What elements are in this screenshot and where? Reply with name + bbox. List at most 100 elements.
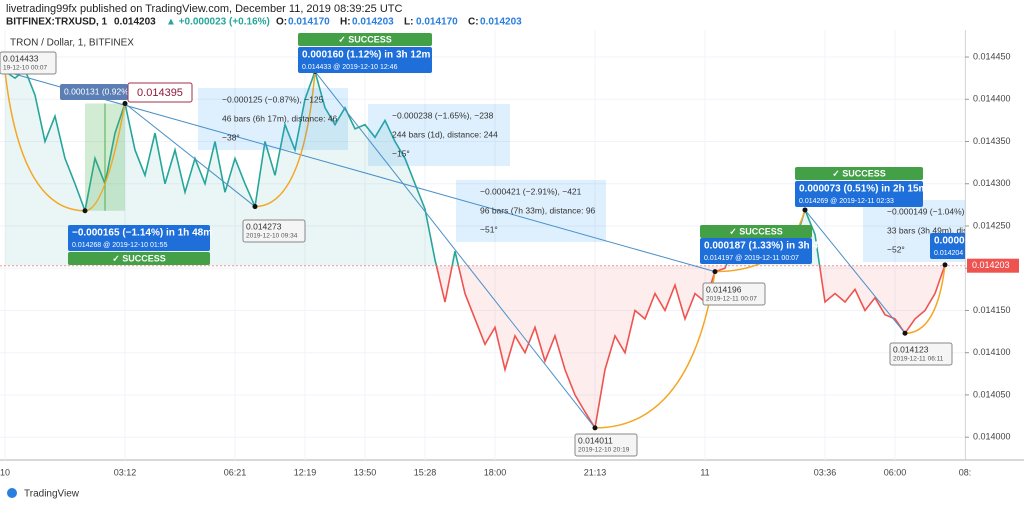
x-tick-label: 12:19 — [294, 467, 317, 477]
success-change: −0.000165 (−1.14%) in 1h 48m — [72, 228, 212, 239]
measure-text: −0.000238 (−1.65%), −238 — [392, 110, 494, 120]
success-box — [298, 47, 432, 73]
point — [902, 330, 908, 336]
point — [712, 269, 718, 275]
measure-text: −38° — [222, 132, 240, 142]
measure-box — [198, 88, 348, 150]
success-at: 0.014433 @ 2019-12-10 12:46 — [302, 64, 398, 71]
y-tick-label: 0.014450 — [973, 51, 1011, 61]
success-badge-text: ✓ SUCCESS — [112, 253, 166, 263]
point-label-time: 19-12-10 00:07 — [3, 65, 47, 72]
trend-line — [314, 71, 596, 429]
point-label-box — [0, 51, 57, 75]
measure-text: −0.000421 (−2.91%), −421 — [480, 186, 582, 196]
y-tick-label: 0.014050 — [973, 389, 1011, 399]
measure-text: −15° — [392, 148, 410, 158]
x-tick-label: 18:00 — [484, 467, 507, 477]
point-label-box — [242, 219, 306, 243]
curve — [4, 71, 86, 212]
success-badge — [795, 167, 923, 180]
x-tick-label: 06:21 — [224, 467, 247, 477]
point-label-price: 0.014011 — [578, 435, 613, 445]
success-box — [68, 225, 210, 251]
x-tick-label: 03:36 — [814, 467, 837, 477]
header-item: 0.014203 — [352, 17, 394, 28]
success-box — [700, 238, 812, 264]
measure-text: −51° — [480, 224, 498, 234]
point — [802, 207, 808, 213]
curve — [594, 271, 716, 429]
measure-text: 244 bars (1d), distance: 244 — [392, 129, 498, 139]
x-tick-label: 15:28 — [414, 467, 437, 477]
y-tick-label: 0.014300 — [973, 178, 1011, 188]
point-label-price: 0.014196 — [706, 284, 742, 294]
header-item: O: — [276, 17, 287, 28]
header-item: 0.014203 — [114, 17, 156, 28]
curve — [84, 103, 126, 212]
success-badge — [298, 33, 432, 46]
point-label-box — [889, 342, 953, 366]
chart-title: TRON / Dollar, 1, BITFINEX — [10, 38, 134, 49]
header-item: 0.014170 — [288, 17, 330, 28]
success-change: 0.000187 (1.33%) in 3h 48m — [704, 241, 833, 252]
point-label-time: 2019-12-10 20:19 — [578, 447, 630, 454]
measure-text: 96 bars (7h 33m), distance: 96 — [480, 205, 596, 215]
point-label-box — [702, 282, 766, 306]
success-change: 0.000082 — [934, 236, 976, 247]
success-box — [930, 233, 965, 259]
point — [942, 262, 948, 268]
trend-line — [804, 209, 906, 334]
success-box — [795, 181, 923, 207]
success-badge — [68, 252, 210, 265]
price-tag-box — [127, 82, 193, 103]
success-at: 0.014269 @ 2019-12-11 02:33 — [799, 198, 894, 205]
y-tick-label: 0.014000 — [973, 432, 1011, 442]
measure-text: −52° — [887, 244, 905, 254]
footer: TradingView — [24, 489, 80, 500]
y-tick-label: 0.014350 — [973, 136, 1011, 146]
y-tick-label: 0.014400 — [973, 94, 1011, 104]
x-tick-label: 03:12 — [114, 467, 137, 477]
header-item: ▲ +0.000023 (+0.16%) — [166, 17, 270, 28]
measure-text: 46 bars (6h 17m), distance: 46 — [222, 113, 338, 123]
success-change: 0.000160 (1.12%) in 3h 12m — [302, 50, 431, 61]
y-tick-label: 0.014250 — [973, 220, 1011, 230]
area-above — [5, 69, 945, 266]
success-at: 0.014204 @ — [934, 250, 972, 257]
y-tick-label: 0.014100 — [973, 347, 1011, 357]
x-tick-label: 21:13 — [584, 467, 607, 477]
header-item: BITFINEX:TRXUSD, 1 — [6, 17, 108, 28]
x-tick-label: 11 — [700, 467, 709, 477]
success-at: 0.014268 @ 2019-12-10 01:55 — [72, 242, 168, 249]
measure-box — [368, 104, 510, 166]
header-item: 0.014203 — [480, 17, 522, 28]
header-item: H: — [340, 17, 351, 28]
point — [82, 208, 88, 214]
publisher: livetrading99fx published on TradingView… — [6, 3, 402, 15]
point — [252, 204, 258, 210]
last-price: 0.014203 — [972, 260, 1010, 270]
y-tick-label: 0.014150 — [973, 305, 1011, 315]
area-below — [436, 265, 945, 428]
measure-box — [456, 180, 606, 242]
point — [592, 425, 598, 431]
point-label-time: 2019-12-10 09:34 — [246, 233, 298, 240]
point-label-box — [574, 433, 638, 457]
success-badge-text: ✓ SUCCESS — [338, 34, 392, 44]
last-price-box — [967, 258, 1019, 273]
success-at: 0.014197 @ 2019-12-11 00:07 — [704, 255, 799, 262]
x-tick-label: 13:50 — [354, 467, 377, 477]
success-change: 0.000073 (0.51%) in 2h 15m — [799, 184, 928, 195]
measure-text: −0.000125 (−0.87%), −125 — [222, 94, 324, 104]
measure-text: −0.000149 (−1.04%), — [887, 206, 967, 216]
point-label-price: 0.014433 — [3, 53, 39, 63]
curve — [904, 264, 946, 335]
trend-line — [124, 103, 256, 207]
header-item: 0.014170 — [416, 17, 458, 28]
range-label-box — [60, 84, 128, 100]
point-label-time: 2019-12-11 00:07 — [706, 296, 757, 303]
point-label-price: 0.014123 — [893, 344, 929, 354]
point — [122, 100, 128, 106]
x-tick-label: 10 — [0, 467, 10, 477]
